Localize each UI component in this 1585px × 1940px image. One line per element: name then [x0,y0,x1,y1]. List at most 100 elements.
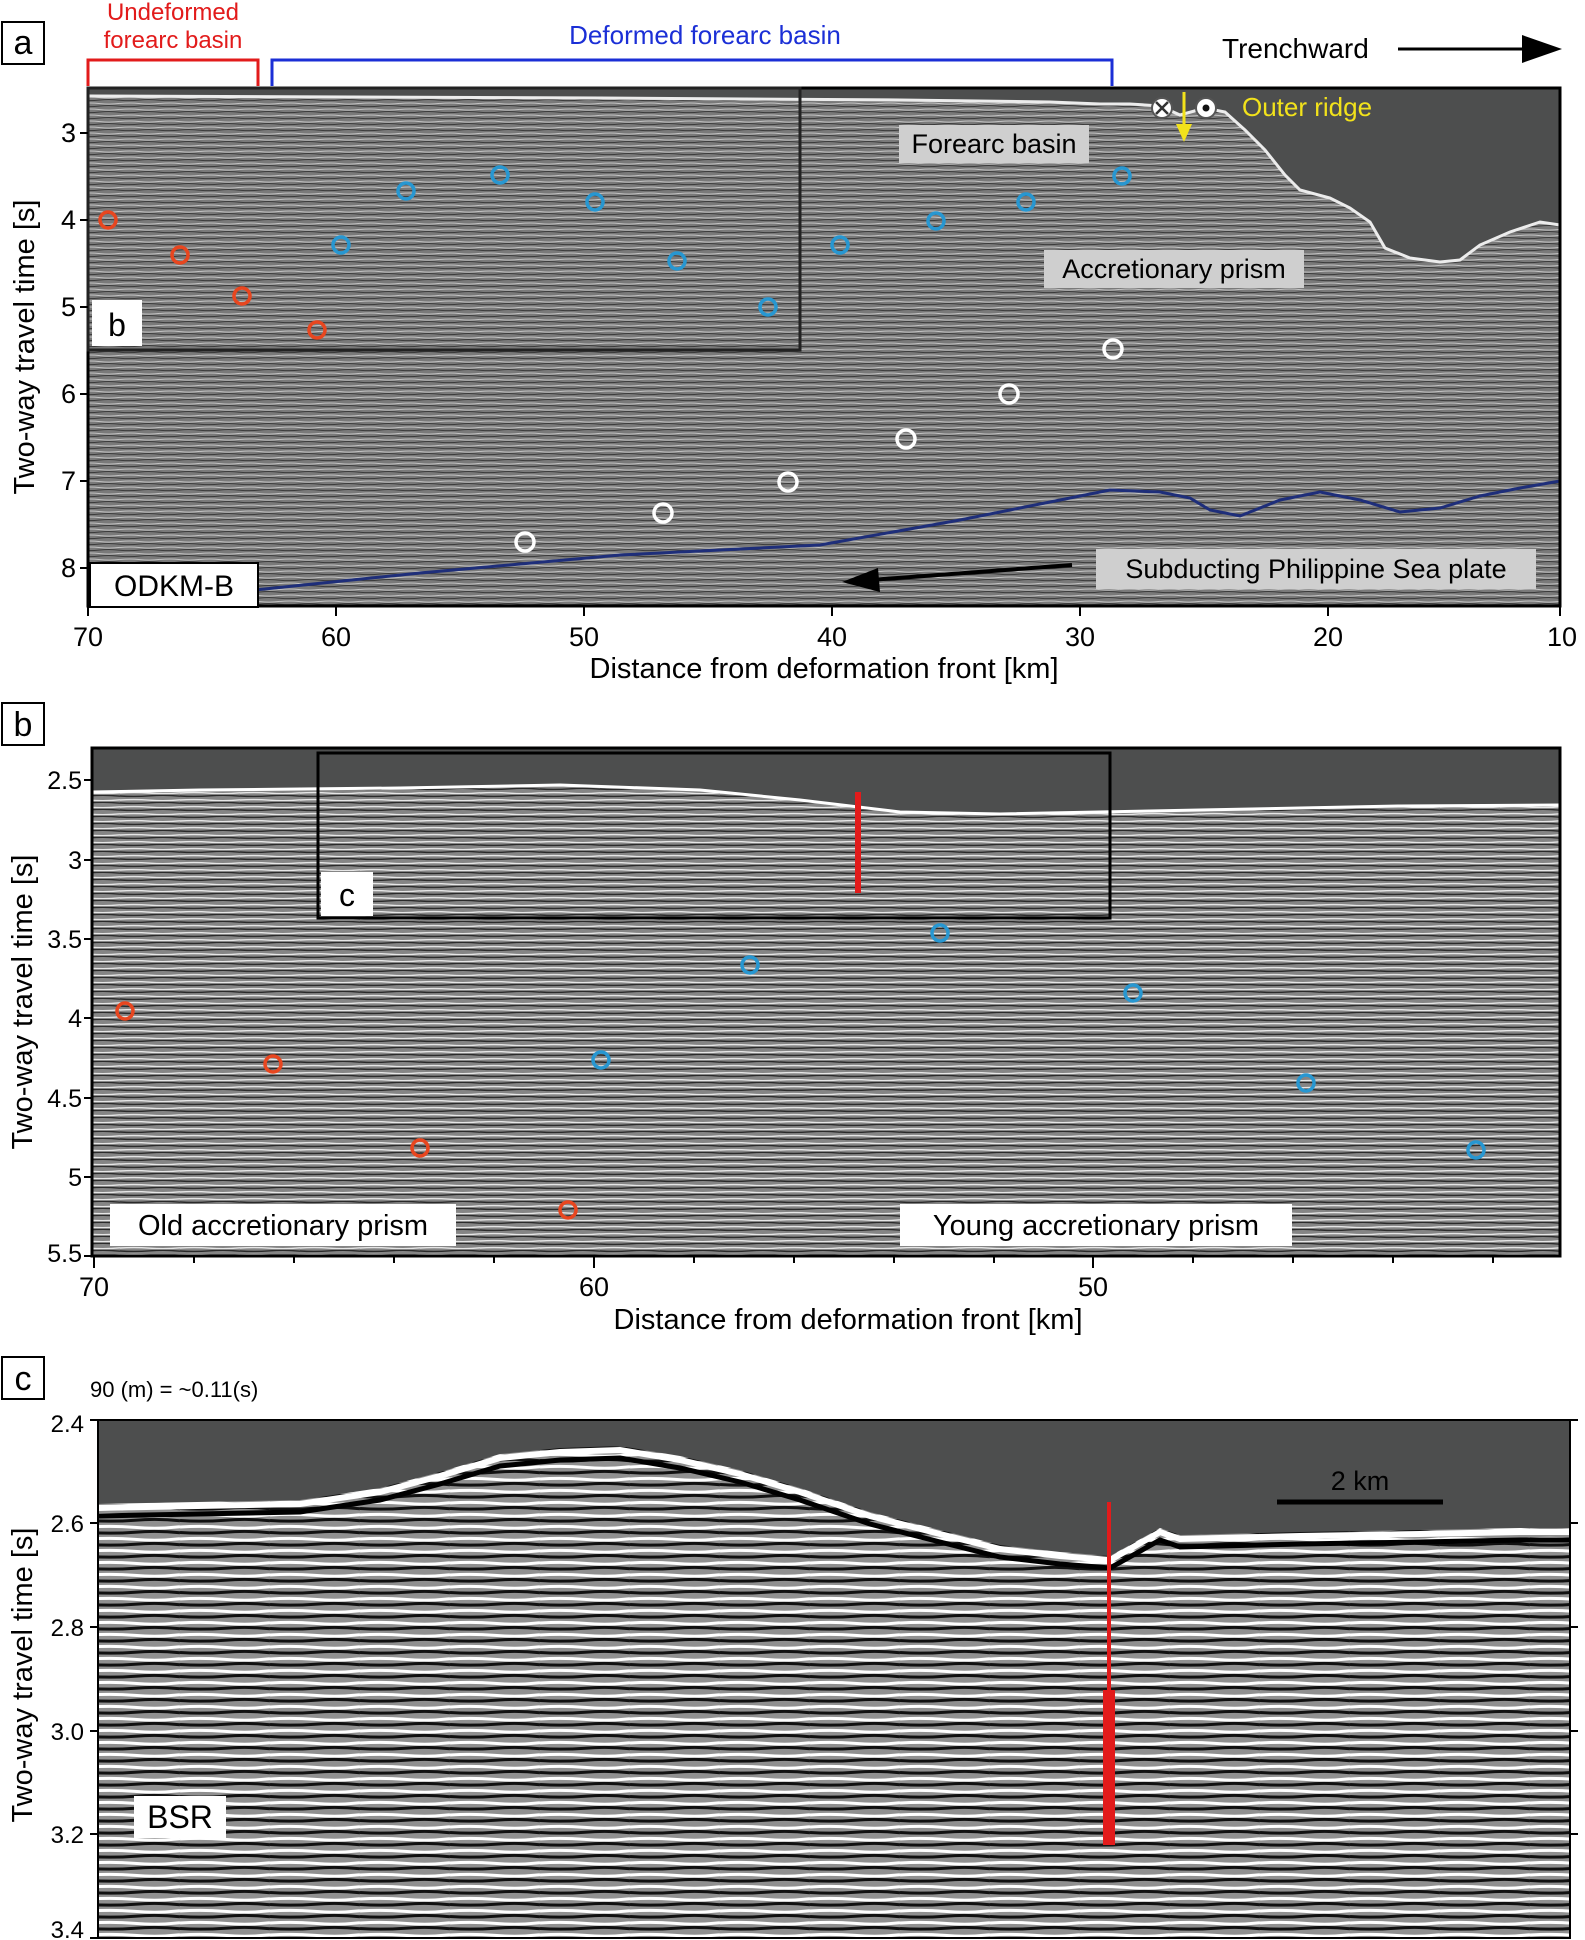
inset-c-letter: c [339,877,355,913]
inset-b-label-bg [92,300,142,346]
line-name-label: ODKM-B [114,570,234,603]
panel-b-y-axis-label: Two-way travel time [s] [7,855,39,1150]
white-marker [895,428,917,450]
seismic-section-b [92,748,1560,1256]
red-marker [410,1138,430,1158]
x-tick: 50 [569,622,599,652]
red-marker [263,1054,283,1074]
undeformed-label-line1: Undeformed [107,0,239,26]
panel-a-x-axis-label: Distance from deformation front [km] [590,653,1059,685]
panel-a-x-tick-labels: 70 60 50 40 30 20 10 [73,622,1577,652]
blue-marker [490,165,510,185]
y-tick: 2.8 [51,1615,84,1642]
conversion-note: 90 (m) = ~0.11(s) [90,1377,258,1402]
panel-a: a Undeformed forearc basin Deformed fore… [1,0,1577,685]
panel-b-x-tick-labels: 70 60 50 [79,1272,1108,1302]
blue-marker [331,235,351,255]
accretionary-prism-label: Accretionary prism [1062,254,1286,284]
panel-c-y-tick-labels: 2.4 2.6 2.8 3.0 3.2 3.4 [51,1411,84,1940]
deformed-label: Deformed forearc basin [569,20,841,50]
y-tick: 4 [68,1005,82,1033]
white-marker [514,531,536,553]
y-tick: 3.0 [51,1719,84,1746]
blue-marker [1112,166,1132,186]
undeformed-bracket [86,58,260,86]
plate-interface-line [254,479,1561,592]
y-tick: 5 [68,1164,82,1192]
subduction-arrow-head [842,568,880,592]
blue-marker [1296,1073,1316,1093]
red-marker [307,320,327,340]
old-prism-label: Old accretionary prism [138,1210,428,1242]
red-marker [558,1200,578,1220]
red-marker [170,245,190,265]
panel-a-letter: a [14,24,33,62]
y-tick: 2.5 [47,767,82,795]
seafloor-reflector-c [97,1446,1570,1564]
outer-ridge-arrow-head [1176,124,1192,142]
white-marker [652,502,674,524]
panel-c-ticks [90,1419,1578,1939]
deformed-bracket [270,58,1114,86]
red-bar-c [1103,1690,1115,1845]
y-tick: 3 [68,847,82,875]
red-marker [232,286,252,306]
panel-b: b c Old accretionary prism Young accreti… [1,702,1562,1336]
inset-c-box [316,751,1112,920]
y-tick: 4 [61,205,76,235]
seafloor-shadow-c [97,1455,1570,1571]
panel-b-x-axis-label: Distance from deformation front [km] [614,1304,1083,1336]
panel-b-ticks [84,779,1494,1268]
forearc-basin-label: Forearc basin [911,129,1076,159]
x-tick: 60 [579,1272,609,1302]
blue-marker [585,192,605,212]
blue-marker [930,923,950,943]
x-tick: 70 [79,1272,109,1302]
subduction-arrow [869,563,1073,582]
y-tick: 5 [61,292,76,322]
panel-a-letter-box [1,21,45,65]
young-prism-label-bg [900,1204,1292,1246]
y-tick: 8 [61,553,76,583]
panel-a-y-axis-label: Two-way travel time [s] [9,200,41,495]
y-tick: 6 [61,379,76,409]
x-tick: 40 [817,622,847,652]
water-column-a [88,88,1560,262]
scale-bar-label: 2 km [1331,1466,1390,1496]
x-tick: 10 [1547,622,1577,652]
blue-marker [1016,192,1036,212]
bsr-label: BSR [147,1799,213,1835]
x-tick: 50 [1078,1272,1108,1302]
inset-c-label-bg [321,872,373,916]
panel-a-ticks [80,132,1561,616]
panel-c-y-axis-label: Two-way travel time [s] [7,1528,39,1823]
trenchward-label: Trenchward [1222,33,1369,64]
inset-b-letter: b [108,307,126,343]
white-marker [1102,338,1124,360]
x-tick: 60 [321,622,351,652]
panel-c-letter-box [1,1356,45,1400]
water-column-b [92,748,1560,814]
x-tick: 70 [73,622,103,652]
y-tick: 3.5 [47,926,82,954]
cross-mark [1155,101,1169,115]
plate-label: Subducting Philippine Sea plate [1125,554,1506,584]
undeformed-label-line2: forearc basin [104,27,243,54]
outer-ridge-label: Outer ridge [1242,92,1372,122]
water-column-c [98,1420,1570,1556]
panel-b-y-tick-labels: 2.5 3 3.5 4 4.5 5 5.5 [47,767,82,1268]
blue-marker [396,181,416,201]
blue-marker [591,1050,611,1070]
blue-marker [926,211,946,231]
y-tick: 3.4 [51,1917,84,1940]
plate-label-bg [1096,549,1536,589]
blue-marker [830,235,850,255]
blue-marker [1123,983,1143,1003]
x-tick: 30 [1065,622,1095,652]
y-tick: 2.6 [51,1511,84,1538]
blue-marker [740,955,760,975]
bsr-label-bg [134,1796,226,1838]
young-prism-label: Young accretionary prism [933,1210,1259,1242]
panel-c-frame [97,1419,1571,1939]
